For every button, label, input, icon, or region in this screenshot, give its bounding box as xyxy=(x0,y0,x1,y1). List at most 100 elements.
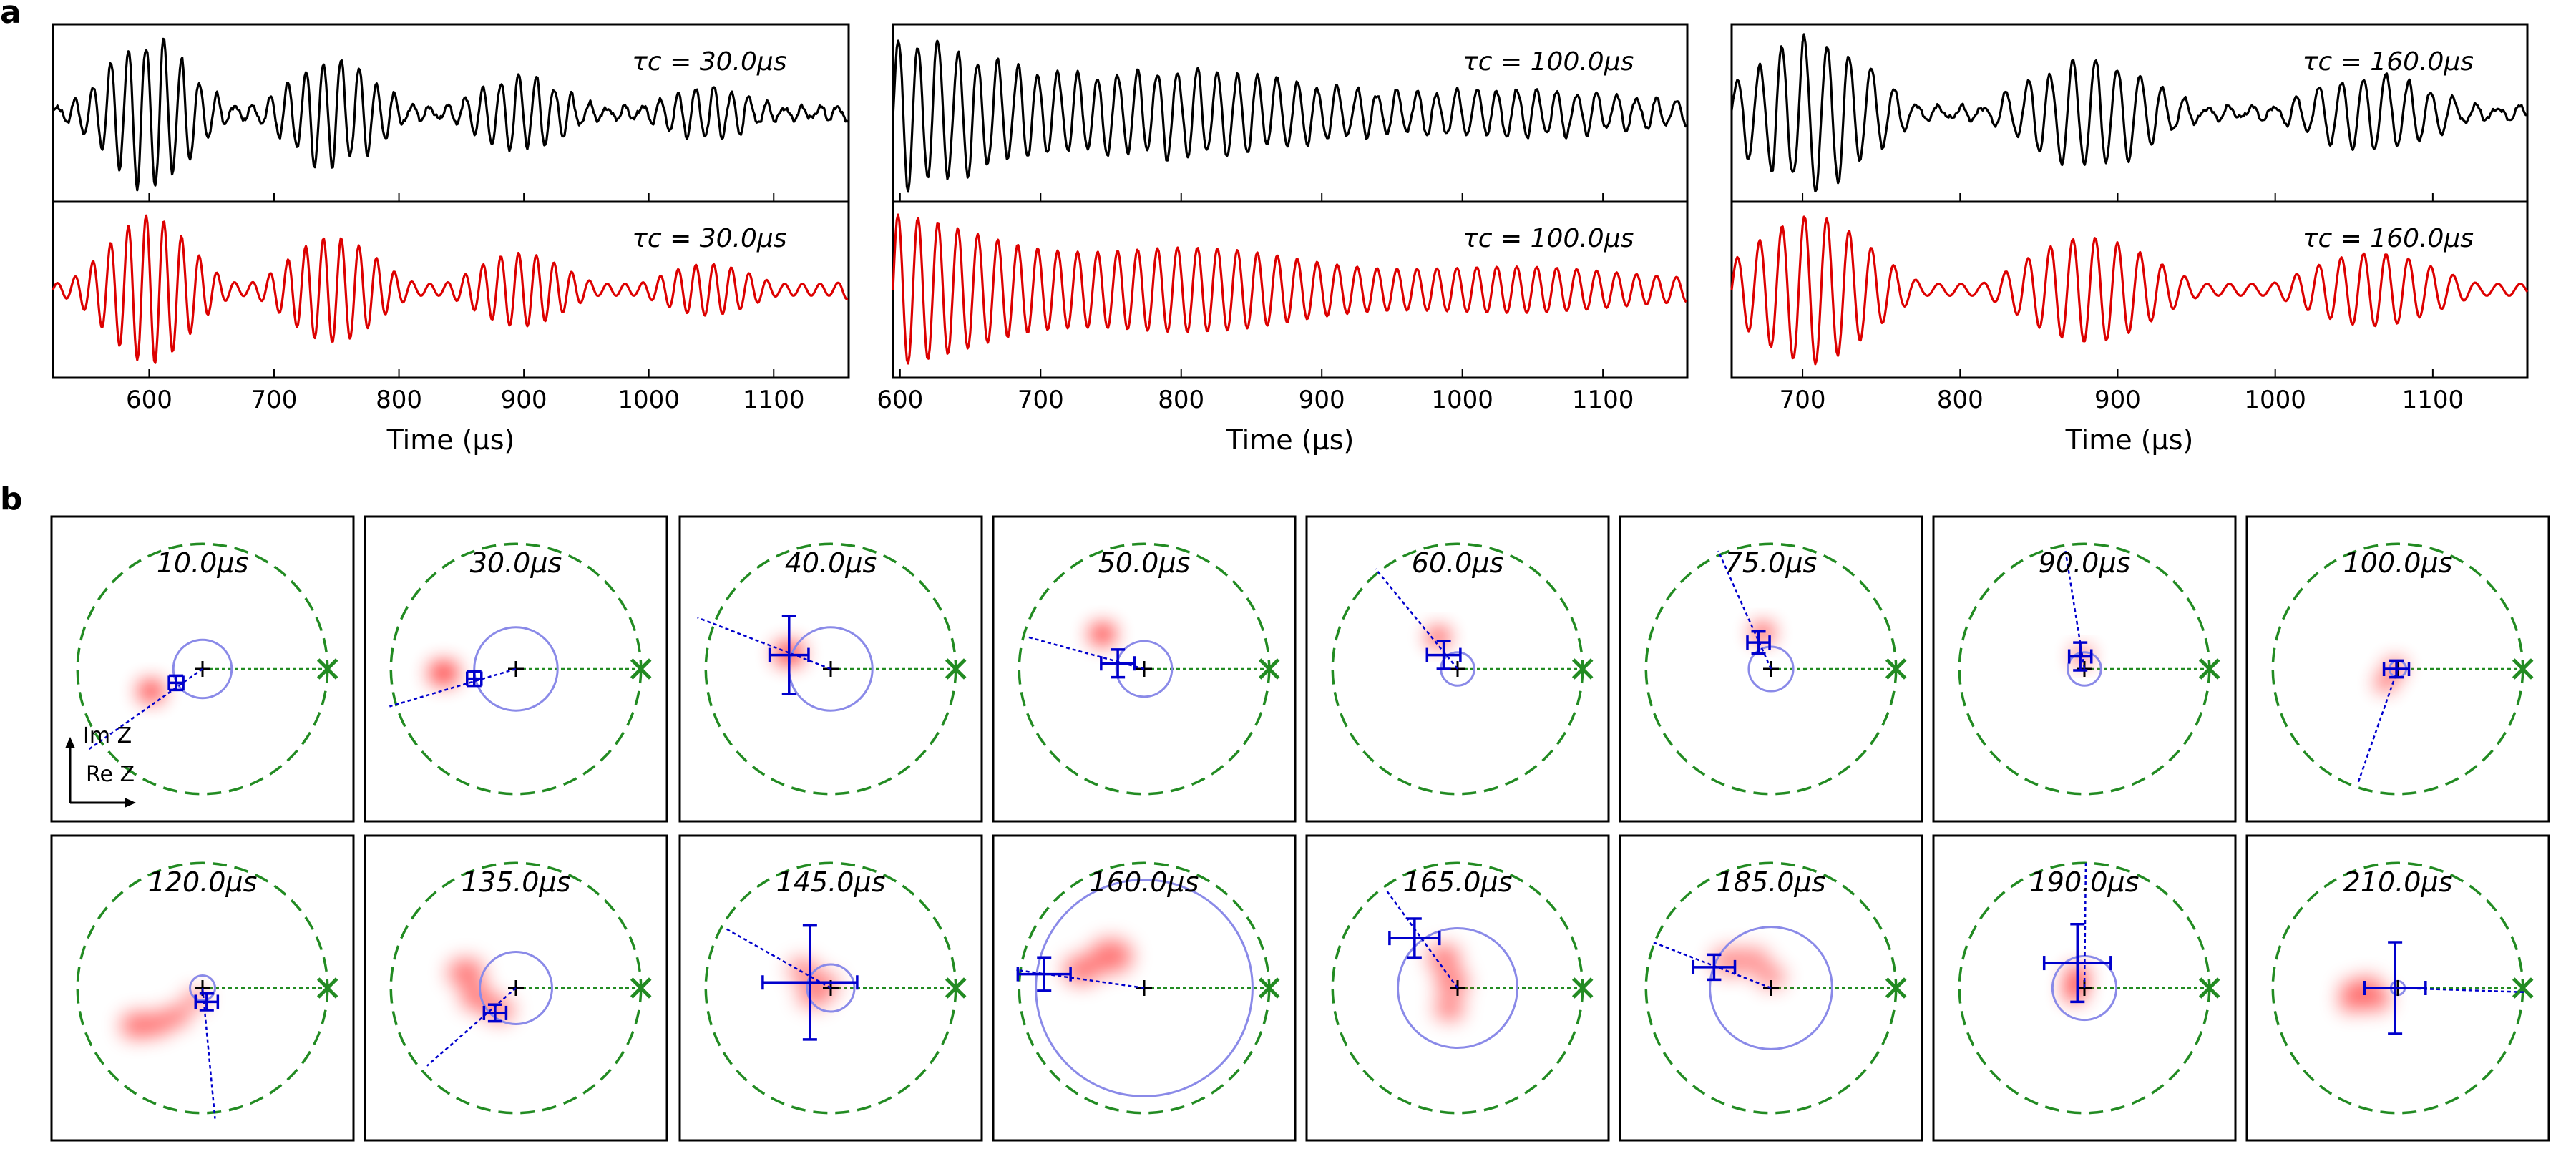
trace-column-0: τc = 30.0μs τc = 30.0μs 600 700 800 900 1000 11… xyxy=(52,23,850,456)
snapshot-6: 90.0μs xyxy=(1932,515,2237,823)
state-density-blob xyxy=(1090,624,1116,645)
state-density-blob xyxy=(1737,947,1770,973)
axis-label-im: Im Z xyxy=(83,723,132,748)
snapshot-time-label: 60.0μs xyxy=(1412,547,1504,579)
state-density-blob xyxy=(1435,969,1468,995)
estimate-direction-line xyxy=(88,667,203,750)
estimate-direction-line xyxy=(724,927,831,989)
target-marker xyxy=(1885,977,1907,999)
snapshot-13: 185.0μs xyxy=(1619,834,1923,1142)
measured-trace-line xyxy=(52,37,849,192)
state-density-blob xyxy=(447,959,484,987)
fit-circle xyxy=(189,974,216,1002)
fit-circle xyxy=(2051,954,2118,1022)
panel-b-label: b xyxy=(0,481,23,517)
state-density xyxy=(1063,939,1133,984)
tau-label-measured: τc = 160.0μs xyxy=(2303,47,2474,77)
target-marker xyxy=(316,658,338,680)
fit-circle xyxy=(479,951,553,1025)
target-marker xyxy=(1258,658,1280,680)
target-marker xyxy=(1258,977,1280,999)
target-marker xyxy=(630,977,652,999)
trace-column-1: τc = 100.0μs τc = 100.0μs 600 700 800 900 1000… xyxy=(877,23,1689,456)
snapshot-time-label: 160.0μs xyxy=(1090,866,1199,898)
snapshot-time-label: 40.0μs xyxy=(785,547,877,579)
x-tick-label: 1100 xyxy=(1572,386,1634,414)
x-tick-label: 700 xyxy=(1780,386,1826,414)
state-density xyxy=(1427,944,1468,1020)
x-axis-label: Time (μs) xyxy=(2065,424,2194,456)
state-density-blob xyxy=(2339,992,2365,1012)
panel-a: τc = 30.0μs τc = 30.0μs 600 700 800 900 1000 11… xyxy=(52,23,2529,456)
fit-circle xyxy=(172,638,233,700)
snapshot-time-label: 10.0μs xyxy=(157,547,249,579)
state-density-blob xyxy=(1063,956,1100,984)
snapshot-3: 50.0μs xyxy=(992,515,1297,823)
state-density-blob xyxy=(2341,981,2363,998)
target-marker xyxy=(2198,658,2220,680)
state-density xyxy=(121,990,207,1038)
snapshot-0: 10.0μs Re Z Im Z xyxy=(50,515,355,823)
tau-label-simulated: τc = 100.0μs xyxy=(1463,224,1634,253)
x-tick-label: 800 xyxy=(1158,386,1204,414)
target-marker xyxy=(945,658,967,680)
fit-circle xyxy=(1709,926,1833,1050)
x-tick-label: 800 xyxy=(376,386,422,414)
snapshot-time-label: 90.0μs xyxy=(2039,547,2131,579)
estimate-direction-line xyxy=(2356,668,2399,785)
x-tick-label: 1100 xyxy=(2402,386,2464,414)
state-density xyxy=(138,681,164,701)
estimate-direction-line xyxy=(1652,941,1772,989)
state-density-blob xyxy=(1435,997,1464,1020)
snapshot-8: 120.0μs xyxy=(50,834,355,1142)
panel-b: 10.0μs Re Z Im Z 30.0μs 40.0μs 50.0μs 60.0μs 75… xyxy=(50,515,2550,1142)
x-tick-label: 1100 xyxy=(743,386,805,414)
axis-label-re: Re Z xyxy=(86,762,135,787)
state-density-blob xyxy=(2361,988,2391,1011)
measured-trace-line xyxy=(1730,33,2527,193)
fit-circle xyxy=(1035,879,1254,1097)
estimate-direction-line xyxy=(1016,969,1145,989)
snapshot-11: 160.0μs xyxy=(992,834,1297,1142)
state-density-blob xyxy=(797,982,831,1008)
x-tick-label: 900 xyxy=(501,386,547,414)
state-density-blob xyxy=(2064,984,2086,1001)
measured-trace-line xyxy=(892,39,1687,193)
tau-label-simulated: τc = 160.0μs xyxy=(2303,224,2474,253)
target-marker xyxy=(2512,977,2534,999)
fit-circle xyxy=(1115,640,1174,698)
trace-column-2: τc = 160.0μs τc = 160.0μs 700 800 900 1000 110… xyxy=(1730,23,2529,456)
snapshot-15: 210.0μs xyxy=(2245,834,2550,1142)
estimate-direction-line xyxy=(697,617,831,670)
fit-circle xyxy=(2067,651,2102,687)
state-density-blob xyxy=(1089,939,1133,973)
snapshot-time-label: 135.0μs xyxy=(462,866,571,898)
tau-label-measured: τc = 30.0μs xyxy=(632,47,786,77)
state-density-blob xyxy=(121,1012,154,1038)
snapshot-2: 40.0μs xyxy=(678,515,983,823)
state-density-blob xyxy=(2358,977,2380,994)
snapshot-time-label: 75.0μs xyxy=(1725,547,1818,579)
snapshot-time-label: 185.0μs xyxy=(1717,866,1826,898)
x-axis-label: Time (μs) xyxy=(1226,424,1355,456)
state-density-blob xyxy=(429,662,459,685)
target-marker xyxy=(316,977,338,999)
estimate-direction-line xyxy=(389,667,517,708)
state-density-blob xyxy=(165,1006,190,1026)
x-tick-label: 600 xyxy=(126,386,172,414)
x-tick-label: 1000 xyxy=(2244,386,2306,414)
x-tick-label: 700 xyxy=(1018,386,1064,414)
state-density-blob xyxy=(2376,675,2395,690)
tau-label-simulated: τc = 30.0μs xyxy=(632,224,786,253)
estimate-direction-line xyxy=(2083,863,2087,989)
snapshot-time-label: 100.0μs xyxy=(2343,547,2453,579)
x-tick-label: 700 xyxy=(251,386,298,414)
simulated-trace-line xyxy=(1730,215,2529,366)
target-marker xyxy=(1571,658,1594,680)
x-tick-label: 900 xyxy=(1299,386,1345,414)
snapshot-10: 145.0μs xyxy=(678,834,983,1142)
state-density-blob xyxy=(460,985,494,1011)
target-marker xyxy=(1885,658,1907,680)
snapshot-time-label: 210.0μs xyxy=(2343,866,2453,898)
